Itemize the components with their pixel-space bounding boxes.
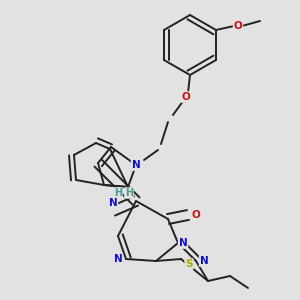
Text: N: N (132, 160, 140, 170)
Text: O: O (182, 92, 190, 102)
Text: N: N (200, 256, 208, 266)
Text: H: H (125, 188, 133, 198)
Text: N: N (114, 254, 122, 264)
Text: N: N (109, 198, 117, 208)
Text: N: N (178, 238, 188, 248)
Text: O: O (192, 210, 200, 220)
Text: H: H (114, 188, 122, 198)
Text: O: O (234, 21, 242, 31)
Text: S: S (185, 259, 193, 269)
